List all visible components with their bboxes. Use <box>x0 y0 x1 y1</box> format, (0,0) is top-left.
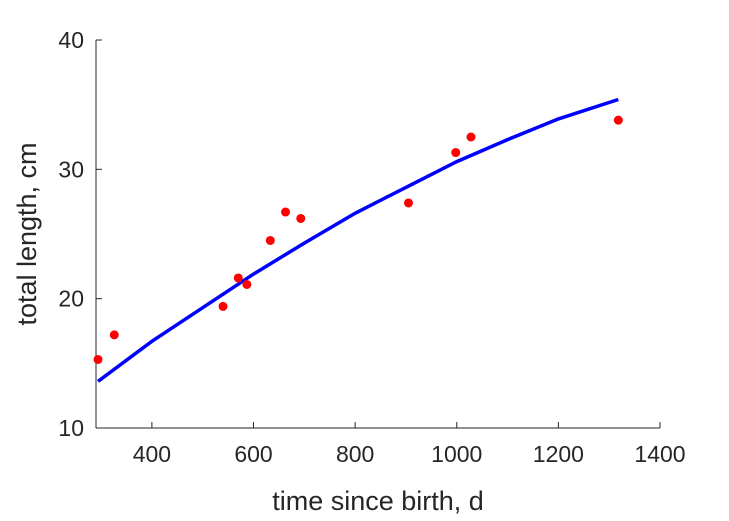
y-tick-label: 40 <box>58 27 84 53</box>
plot-area: 400 600 800 1000 1200 1400 10 20 30 40 <box>58 27 685 467</box>
y-tick-label: 20 <box>58 286 84 312</box>
data-point <box>466 132 476 142</box>
data-point <box>242 279 252 289</box>
data-point <box>265 235 275 245</box>
x-axis-title: time since birth, d <box>272 486 484 516</box>
data-point <box>218 301 228 311</box>
y-axis-title: total length, cm <box>12 142 42 325</box>
series-layer <box>93 97 623 383</box>
data-point <box>233 273 243 283</box>
x-axis-ticks: 400 600 800 1000 1200 1400 <box>133 422 686 467</box>
y-tick-label: 30 <box>58 156 84 182</box>
x-tick-label: 800 <box>336 441 374 467</box>
data-point <box>93 354 103 364</box>
data-point <box>109 330 119 340</box>
x-tick-label: 400 <box>133 441 171 467</box>
fit-curve <box>96 97 619 383</box>
x-tick-label: 1000 <box>431 441 482 467</box>
data-point <box>613 115 623 125</box>
data-point <box>451 148 461 158</box>
x-tick-label: 1400 <box>634 441 685 467</box>
data-point <box>296 213 306 223</box>
data-point <box>281 207 291 217</box>
y-axis-ticks: 10 20 30 40 <box>58 27 102 441</box>
data-point <box>403 198 413 208</box>
x-tick-label: 1200 <box>533 441 584 467</box>
y-tick-label: 10 <box>58 415 84 441</box>
x-tick-label: 600 <box>234 441 272 467</box>
